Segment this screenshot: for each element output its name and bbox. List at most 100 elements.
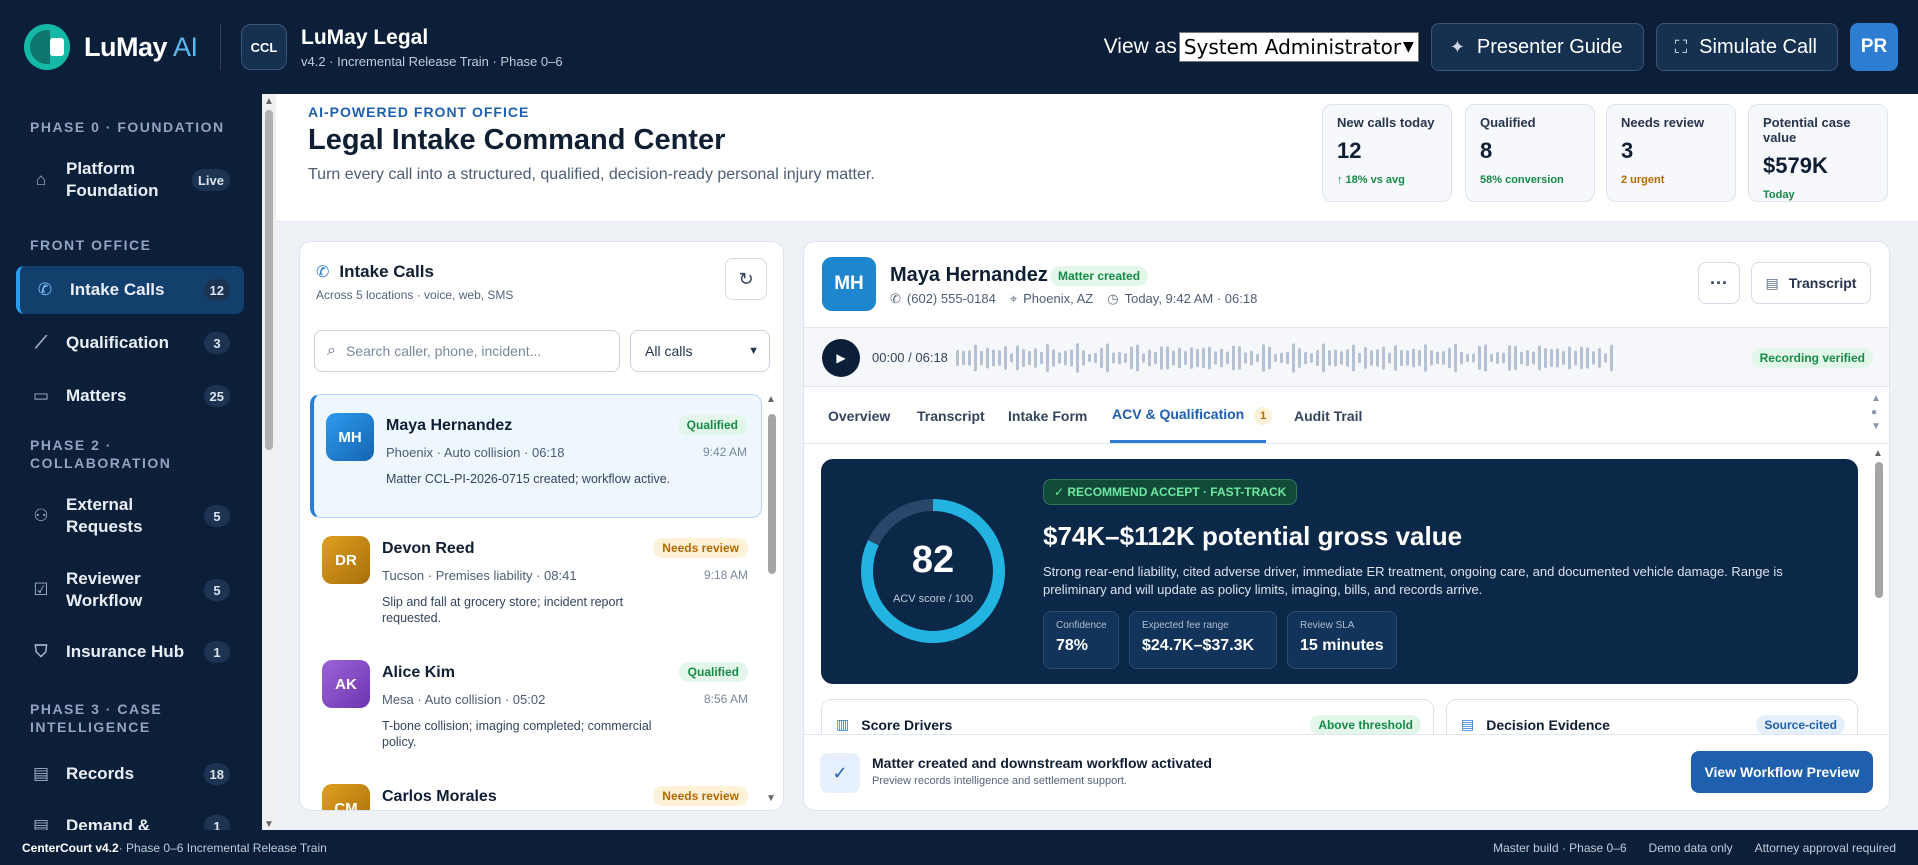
view-as-label: View as [1103,35,1177,58]
search-input[interactable]: ⌕ Search caller, phone, incident... [314,330,620,372]
waveform-bar [1298,348,1301,368]
checklist-icon: ☑ [33,580,49,599]
tab-acv-qualification[interactable]: ACV & Qualification 1 [1112,406,1273,425]
scroll-down-icon[interactable]: ▼ [766,793,776,804]
caller-name: Maya Hernandez [386,417,513,434]
detail-scrollbar[interactable]: ▲ [1873,448,1885,748]
scroll-down-icon[interactable]: ▼ [264,819,274,830]
waveform-bar [1412,348,1415,368]
refresh-icon: ↻ [738,268,754,289]
sidebar-item-insurance-hub[interactable]: ⛉ Insurance Hub 1 [16,628,244,676]
sidebar-gap [260,94,262,830]
waveform-bar [1304,351,1307,365]
tab-transcript[interactable]: Transcript [917,408,985,424]
waveform-bar [1004,346,1007,370]
play-button[interactable]: ▶ [822,339,860,377]
waveform-bar [1490,353,1493,363]
caller-avatar: DR [322,536,370,584]
view-workflow-preview-button[interactable]: View Workflow Preview [1691,751,1873,793]
clock-icon: ◷ [1107,291,1119,306]
sidebar-item-label: Platform Foundation [66,159,159,200]
sidebar-item-qualification[interactable]: ⟋ Qualification 3 [16,319,244,367]
waveform-bar [962,350,965,366]
waveform-bar [1112,352,1115,364]
scroll-thumb[interactable] [1875,462,1883,598]
call-filter-select[interactable]: All calls ▼ [630,330,770,372]
footer-build: Master build · Phase 0–6 [1493,840,1627,855]
more-options-button[interactable]: ··· [1698,262,1740,304]
brand-logo[interactable]: LuMay AI [24,24,220,70]
waveform-bar [1544,347,1547,369]
waveform-bar [1280,352,1283,364]
call-meta: Phoenix · Auto collision · 06:18 [386,445,565,460]
waveform-bar [1214,351,1217,365]
waveform-bar [1322,343,1325,373]
briefcase-icon: ▭ [32,386,50,405]
role-select[interactable]: System Administrator ▼ [1178,32,1419,62]
sidebar-item-platform-foundation[interactable]: ⌂ Platform Foundation Live [16,150,244,210]
waveform-bar [1208,346,1211,370]
sidebar-item-external-requests[interactable]: ⚇ External Requests 5 [16,486,244,546]
scroll-thumb[interactable] [768,414,776,574]
sidebar-item-label: Intake Calls [70,280,165,299]
waveform-bar [1568,346,1571,370]
sidebar-item-matters[interactable]: ▭ Matters 25 [16,372,244,420]
waveform-bar [1034,348,1037,368]
sidebar-item-intake-calls[interactable]: ✆ Intake Calls 12 [16,266,244,314]
kpi-sub: ↑ 18% vs avg [1337,174,1405,186]
tab-intake-form[interactable]: Intake Form [1008,408,1088,424]
caller-phone: (602) 555-0184 [906,291,996,306]
simulate-call-label: Simulate Call [1699,35,1817,58]
tab-count: 1 [1254,407,1273,425]
simulate-call-button[interactable]: ⛶ Simulate Call [1655,23,1838,71]
scroll-up-icon[interactable]: ▲ [264,96,274,107]
tab-overview[interactable]: Overview [828,408,891,424]
user-avatar[interactable]: PR [1850,23,1898,71]
call-meta: Tucson · Premises liability · 08:41 [382,568,577,583]
scan-icon: ⛶ [1674,36,1688,57]
call-list-item[interactable]: MH Maya Hernandez Phoenix · Auto collisi… [310,394,762,518]
caller-name: Carlos Morales [382,788,497,805]
waveform-bar [1478,346,1481,370]
waveform-bar [1130,346,1133,370]
scroll-up-icon[interactable]: ▲ [1873,448,1883,459]
page-title: Legal Intake Command Center [308,124,726,156]
tab-scroll-controls[interactable]: ▲ ● ▼ [1871,393,1881,432]
call-list-item[interactable]: CM Carlos Morales Needs review [310,766,762,810]
waveform-bar [1226,351,1229,365]
waveform-bar [1484,344,1487,372]
score-drivers-card[interactable]: ▥ Score Drivers Above threshold [821,699,1434,759]
presenter-guide-label: Presenter Guide [1476,35,1623,58]
call-meta: Mesa · Auto collision · 05:02 [382,692,546,707]
waveform-bar [968,350,971,366]
waveform-bar [1532,351,1535,365]
scroll-thumb[interactable] [265,110,273,450]
audio-waveform[interactable] [956,340,1616,376]
tab-audit-trail[interactable]: Audit Trail [1294,408,1363,424]
waveform-bar [1394,345,1397,371]
sidebar-scrollbar[interactable]: ▲ ▼ [262,94,276,830]
call-list-scrollbar[interactable]: ▲ ▼ [766,394,778,804]
sidebar-item-reviewer-workflow[interactable]: ☑ Reviewer Workflow 5 [16,560,244,620]
kpi-value: $579K [1763,153,1828,178]
waveform-bar [1088,353,1091,363]
call-list-item[interactable]: DR Devon Reed Tucson · Premises liabilit… [310,518,762,642]
sidebar-item-records[interactable]: ▤ Records 18 [16,750,244,798]
acv-score-label: ACV score / 100 [892,593,974,605]
transcript-button[interactable]: ▤ Transcript [1751,262,1871,304]
footer-product-sub: · Phase 0–6 Incremental Release Train [118,840,327,855]
scroll-up-icon[interactable]: ▲ [766,394,776,405]
call-list-item[interactable]: AK Alice Kim Mesa · Auto collision · 05:… [310,642,762,766]
presenter-guide-button[interactable]: ✦ Presenter Guide [1430,23,1644,71]
document-icon: ▤ [1461,716,1475,732]
sidebar-item-demand[interactable]: ▤ Demand & 1 [16,802,244,830]
refresh-button[interactable]: ↻ [725,258,767,300]
waveform-bar [1016,345,1019,371]
kpi-sub: 58% conversion [1480,174,1564,186]
audio-player: ▶ 00:00 / 06:18 Recording verified [804,327,1889,387]
waveform-bar [998,350,1001,366]
document-icon: ▤ [1765,274,1779,291]
waveform-bar [1232,345,1235,371]
acv-summary-card: 82 ACV score / 100 ✓ RECOMMEND ACCEPT · … [821,459,1858,684]
waveform-bar [1172,350,1175,366]
